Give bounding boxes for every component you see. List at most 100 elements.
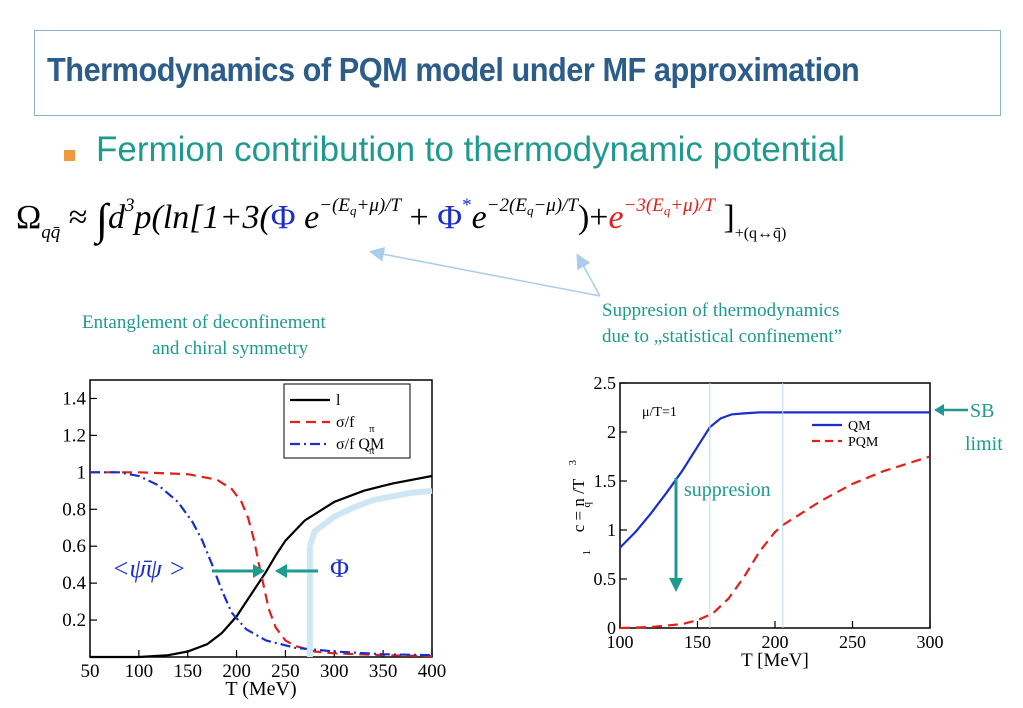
y-tick-label: 1.2 xyxy=(62,425,86,446)
exp-2-power-b: −μ)/T xyxy=(533,195,578,216)
series-line-highlight xyxy=(307,487,433,548)
formula-tail: +(q↔q̄) xyxy=(734,225,787,242)
condensate-label: <ψ̄ψ > xyxy=(112,554,186,583)
exp-1-power-b: +μ)/T xyxy=(356,195,402,216)
suppression-arrow-head xyxy=(669,578,683,592)
legend-box xyxy=(283,383,411,459)
integral-symbol: ∫ xyxy=(95,195,109,244)
x-tick-label: 200 xyxy=(762,632,789,652)
series-line-l xyxy=(90,474,433,659)
suppression-annotation-line-1: Suppresion of thermodynamics xyxy=(602,300,840,321)
y-tick-label: 0.2 xyxy=(62,610,86,631)
bullet-text: Fermion contribution to thermodynamic po… xyxy=(96,130,845,169)
y-tick-label: 2 xyxy=(607,422,616,442)
y-tick-label: 2.5 xyxy=(594,373,617,393)
x-tick-label: 50 xyxy=(81,661,100,682)
y-tick-label: 0.8 xyxy=(62,499,86,520)
x-tick-label: 350 xyxy=(369,661,398,682)
y-axis-label: c = n /T xyxy=(569,478,588,532)
x-tick-label: 300 xyxy=(320,661,349,682)
x-axis-label: T [MeV] xyxy=(741,650,809,671)
series-line--f xyxy=(90,471,433,658)
plus-sign: + xyxy=(409,199,429,236)
exp-3-base: e xyxy=(608,199,624,236)
phi-star-symbol: Φ xyxy=(437,199,463,236)
sb-arrow-head xyxy=(934,404,944,416)
x-tick-label: 150 xyxy=(684,632,711,652)
sb-label: SB xyxy=(970,400,994,422)
exp-3-power-a: −3(E xyxy=(623,195,664,216)
chart-quark-number-density: 100 150 200 250 300 0 0.5 1 1.5 2 2.5 T [MeV] c = n … xyxy=(567,373,1003,671)
x-tick-label: 250 xyxy=(271,661,300,682)
x-tick-label: 100 xyxy=(125,661,154,682)
exp-2-power-a: −2(E xyxy=(486,195,527,216)
y-tick-label: 0.6 xyxy=(62,536,86,557)
mu-label: μ/T=1 xyxy=(642,405,677,420)
y-tick-label: 0.5 xyxy=(594,569,617,589)
legend-label: PQM xyxy=(848,435,879,450)
exp-3-power: −3(Eq+μ)/T xyxy=(623,195,715,218)
phi-label: Φ xyxy=(330,554,349,583)
y-tick-label: 1 xyxy=(77,462,87,483)
formula-line: Ωqq̄ ≈ ∫d3p(ln[1+3(Φ e−(Eq+μ)/T + Φ*e−2(… xyxy=(16,194,786,245)
suppression-label: suppresion xyxy=(684,479,771,501)
exp-1-power: −(Eq+μ)/T xyxy=(319,195,402,218)
close-paren-plus: )+ xyxy=(577,199,609,236)
plot-frame xyxy=(619,382,931,629)
title-box: Thermodynamics of PQM model under MF app… xyxy=(34,30,1001,116)
y-tick-label: 1.5 xyxy=(594,471,617,491)
exp-2-power: −2(Eq−μ)/T xyxy=(486,195,578,218)
arrow-to-phi xyxy=(369,246,601,297)
legend-label: σ/f xyxy=(336,414,355,431)
sb-limit-label: limit xyxy=(965,433,1003,455)
close-bracket: ] xyxy=(723,199,735,236)
y-tick-label: 0 xyxy=(607,618,616,638)
y-axis-label-exp: 3 xyxy=(567,460,579,466)
exp-1-base: e xyxy=(304,199,320,236)
exp-3-power-b: +μ)/T xyxy=(670,195,715,216)
condensate-arrow-head xyxy=(253,564,265,578)
arrow-to-phi-star xyxy=(576,253,601,297)
chart-condensate-polyakov: 50 100 150 200 250 300 350 400 0.2 0.4 0.6 0.8 1 1.2 1… xyxy=(62,379,447,700)
d-exponent: 3 xyxy=(125,195,135,216)
y-tick-label: 0.4 xyxy=(62,573,86,594)
legend-subscript: π xyxy=(369,423,375,435)
y-tick-label: 1.4 xyxy=(62,388,86,409)
bullet-marker xyxy=(64,150,75,161)
exp-1-power-a: −(E xyxy=(319,195,350,216)
legend-subscript: π xyxy=(369,445,375,457)
entanglement-annotation-line-1: Entanglement of deconfinement xyxy=(82,312,326,333)
d-symbol: d xyxy=(108,199,126,236)
star-symbol: * xyxy=(462,195,472,216)
exp-1-power-sub: q xyxy=(350,203,357,218)
series-line-PQM xyxy=(619,455,931,630)
phi-symbol: Φ xyxy=(270,199,296,236)
x-tick-label: 250 xyxy=(839,632,866,652)
exp-2-power-sub: q xyxy=(526,203,534,218)
omega-symbol: Ω xyxy=(16,199,42,236)
series-line-QM xyxy=(619,411,930,549)
omega-subscript: qq̄ xyxy=(41,222,61,243)
slide-title: Thermodynamics of PQM model under MF app… xyxy=(47,51,860,88)
exp-3-power-sub: q xyxy=(663,203,671,218)
x-axis-label: T (MeV) xyxy=(225,678,296,700)
suppression-annotation-line-2: due to „statistical confinement” xyxy=(602,326,843,347)
entanglement-annotation-line-2: and chiral symmetry xyxy=(152,338,309,359)
legend-label: l xyxy=(336,392,341,409)
legend-label: QM xyxy=(848,419,871,434)
x-tick-label: 200 xyxy=(222,661,251,682)
p-ln-text: p(ln[1+3( xyxy=(134,199,271,236)
x-tick-label: 400 xyxy=(418,661,447,682)
legend-label: σ/f QM xyxy=(336,436,384,453)
y-tick-label: 1 xyxy=(607,520,616,540)
approx-symbol: ≈ xyxy=(68,199,88,236)
phi-arrow-head xyxy=(275,564,287,578)
exp-2-base: e xyxy=(471,199,487,236)
x-tick-label: 100 xyxy=(607,632,634,652)
y-axis-label-sub: 1 xyxy=(581,550,593,556)
x-tick-label: 300 xyxy=(917,632,944,652)
y-axis-label-sub: q xyxy=(581,502,593,508)
x-tick-label: 150 xyxy=(173,661,202,682)
thermodynamic-potential-formula: Ωqq̄ ≈ ∫d3p(ln[1+3(Φ e−(Eq+μ)/T + Φ*e−2(… xyxy=(16,186,1016,276)
